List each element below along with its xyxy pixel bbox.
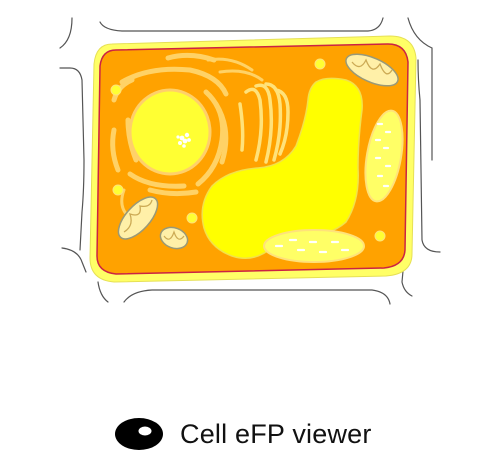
vesicles	[110, 58, 386, 242]
neighbor-wall-left-lower	[61, 247, 87, 273]
cell-diagram	[59, 17, 441, 305]
neighbor-wall-bottom-left	[97, 281, 109, 303]
central-vacuole	[201, 77, 363, 259]
chloroplast-right	[364, 109, 404, 203]
neighbor-wall-top-left	[59, 17, 73, 49]
chloroplast-bottom	[263, 229, 365, 263]
neighbor-wall-right-middle	[417, 59, 441, 253]
cell-logo-icon	[115, 418, 163, 450]
neighbor-wall-right-upper	[407, 17, 433, 161]
golgi-apparatus	[238, 82, 290, 164]
neighbor-wall-left-upper	[59, 67, 85, 251]
mitochondrion-bottom	[159, 226, 189, 250]
neighbor-cell-walls	[59, 17, 441, 305]
brand: Cell eFP viewer	[112, 412, 372, 456]
neighbor-wall-bottom	[123, 289, 391, 305]
neighbor-wall-right-lower	[401, 259, 413, 297]
nucleolus	[176, 132, 191, 148]
mitochondrion-left	[117, 196, 159, 240]
brand-name: Cell eFP viewer	[180, 418, 372, 449]
neighbor-wall-top	[99, 17, 384, 32]
mitochondrion-top-right	[345, 53, 399, 87]
nucleus	[128, 88, 212, 176]
